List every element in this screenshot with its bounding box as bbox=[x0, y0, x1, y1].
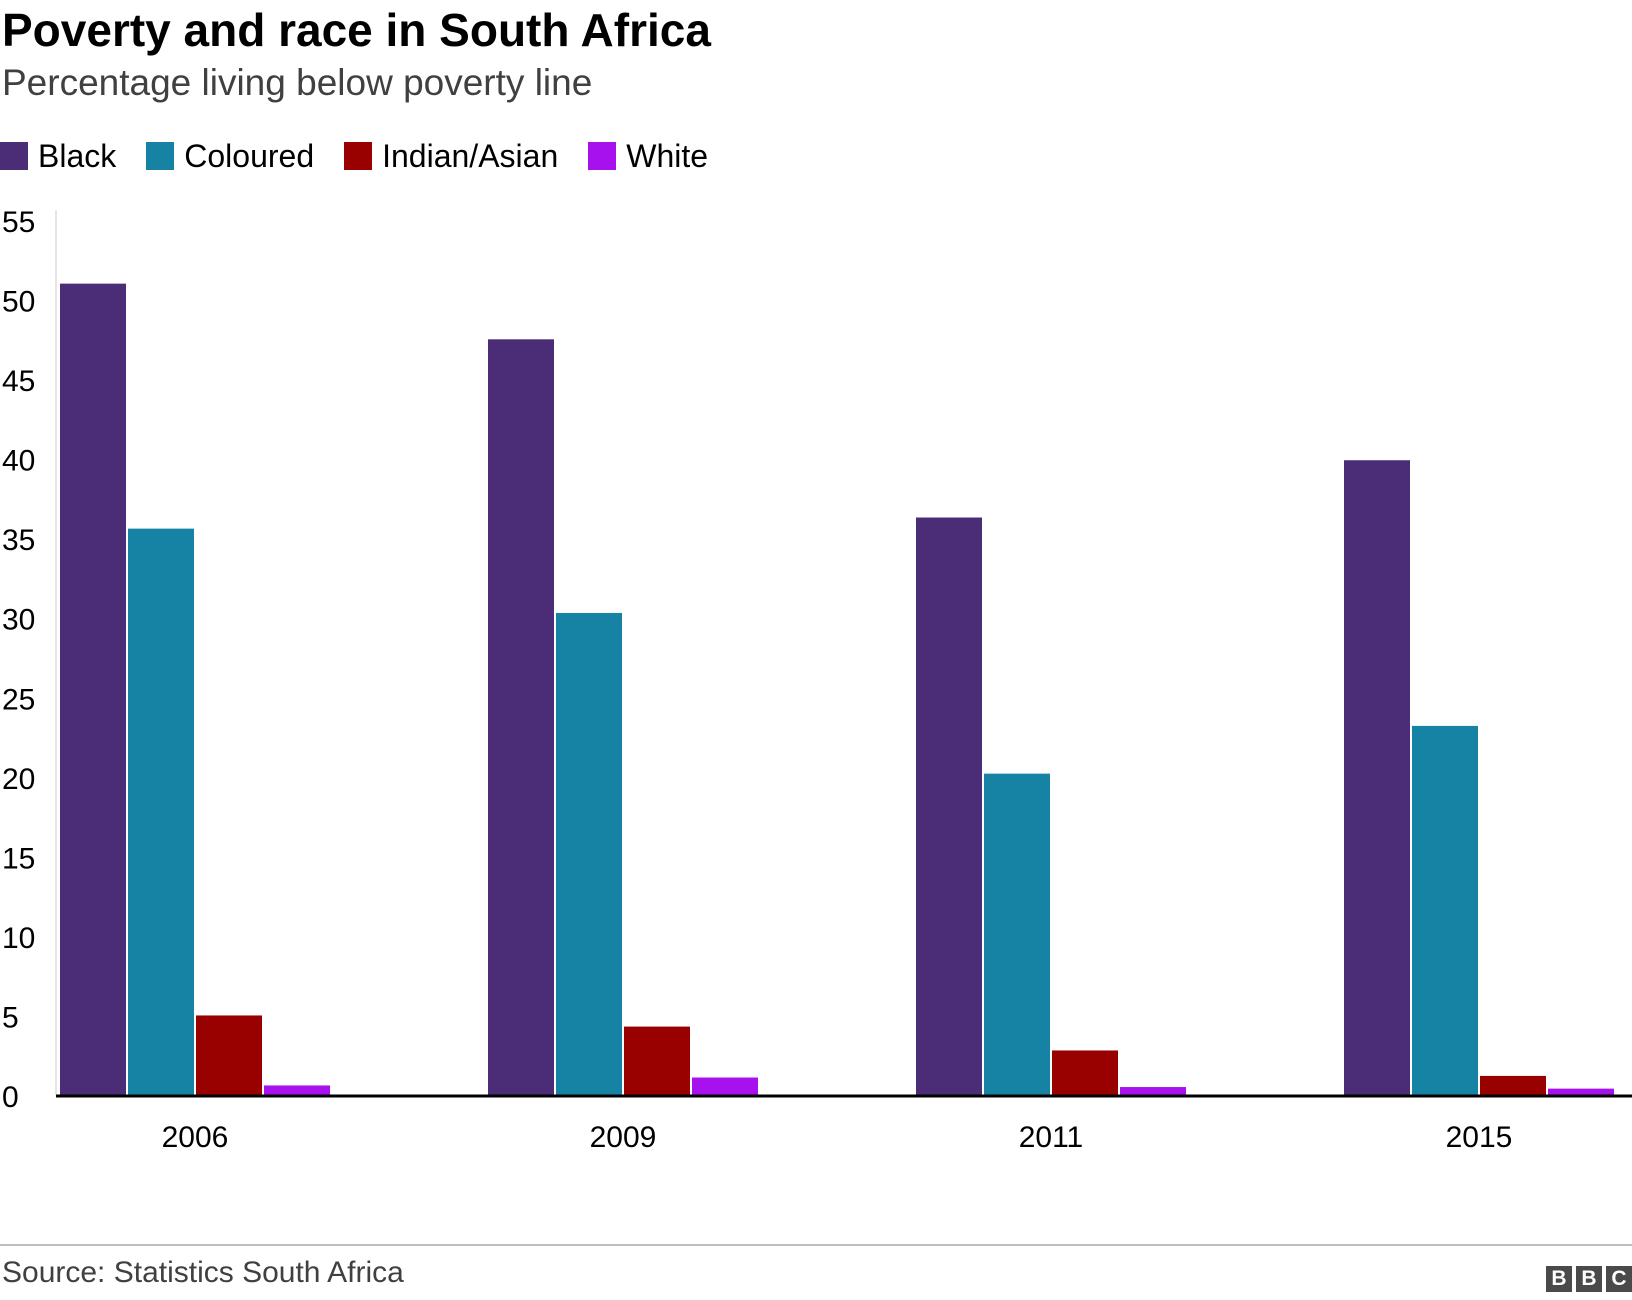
legend-label-white: White bbox=[626, 138, 709, 174]
source-note: Source: Statistics South Africa bbox=[2, 1256, 404, 1289]
y-tick-label: 35 bbox=[2, 524, 35, 557]
bar-indian-asian-2011 bbox=[1052, 1050, 1118, 1095]
bar-white-2015 bbox=[1548, 1088, 1614, 1095]
bar-indian-asian-2006 bbox=[196, 1015, 262, 1095]
bar-white-2009 bbox=[692, 1077, 758, 1095]
bar-indian-asian-2009 bbox=[624, 1026, 690, 1095]
bar-coloured-2015 bbox=[1412, 725, 1478, 1095]
y-tick-label: 15 bbox=[2, 842, 35, 875]
x-tick-label: 2009 bbox=[590, 1121, 657, 1154]
y-tick-label: 50 bbox=[2, 286, 35, 319]
legend-swatch-coloured bbox=[146, 142, 175, 170]
chart-title: Poverty and race in South Africa bbox=[2, 4, 711, 56]
y-tick-label: 25 bbox=[2, 683, 35, 716]
y-tick-label: 0 bbox=[2, 1081, 19, 1114]
bar-white-2011 bbox=[1120, 1087, 1186, 1095]
bar-indian-asian-2015 bbox=[1480, 1075, 1546, 1095]
x-tick-label: 2011 bbox=[1019, 1121, 1084, 1154]
bar-chart: 0 5 10 15 20 25 30 35 40 45 50 55 2006 2009 2011 2015 bbox=[2, 206, 1632, 1154]
chart-legend: Black Coloured Indian/Asian White bbox=[0, 134, 738, 178]
legend-label-coloured: Coloured bbox=[184, 138, 315, 174]
footer-divider bbox=[0, 1244, 1632, 1246]
logo-letter-b1: B bbox=[1546, 1266, 1572, 1292]
y-tick-label: 20 bbox=[2, 763, 35, 796]
legend-item-black: Black bbox=[0, 136, 116, 176]
logo-letter-b2: B bbox=[1576, 1266, 1602, 1292]
legend-swatch-black bbox=[0, 142, 28, 170]
bar-coloured-2011 bbox=[984, 773, 1050, 1095]
y-tick-label: 45 bbox=[2, 365, 35, 398]
x-tick-label: 2015 bbox=[1446, 1121, 1513, 1154]
y-tick-label: 55 bbox=[2, 206, 35, 239]
x-tick-label: 2006 bbox=[162, 1121, 229, 1154]
chart-subtitle: Percentage living below poverty line bbox=[2, 62, 593, 103]
y-tick-label: 40 bbox=[2, 445, 35, 478]
legend-label-indian-asian: Indian/Asian bbox=[382, 138, 559, 174]
bar-coloured-2006 bbox=[128, 528, 194, 1095]
bar-black-2009 bbox=[488, 339, 554, 1095]
y-tick-label: 30 bbox=[2, 604, 35, 637]
legend-swatch-white bbox=[588, 142, 617, 170]
y-tick-label: 10 bbox=[2, 922, 35, 955]
y-tick-label: 5 bbox=[2, 1001, 19, 1034]
legend-item-coloured: Coloured bbox=[146, 136, 314, 176]
bbc-logo: B B C bbox=[1542, 1266, 1632, 1292]
bar-white-2006 bbox=[264, 1085, 330, 1095]
bar-black-2006 bbox=[60, 283, 126, 1095]
bar-black-2011 bbox=[916, 517, 982, 1095]
logo-letter-c: C bbox=[1606, 1266, 1632, 1292]
legend-swatch-indian-asian bbox=[344, 142, 373, 170]
legend-item-indian-asian: Indian/Asian bbox=[344, 136, 558, 176]
bar-coloured-2009 bbox=[556, 612, 622, 1095]
legend-label-black: Black bbox=[38, 138, 117, 174]
legend-item-white: White bbox=[588, 136, 708, 176]
bar-black-2015 bbox=[1344, 460, 1410, 1095]
